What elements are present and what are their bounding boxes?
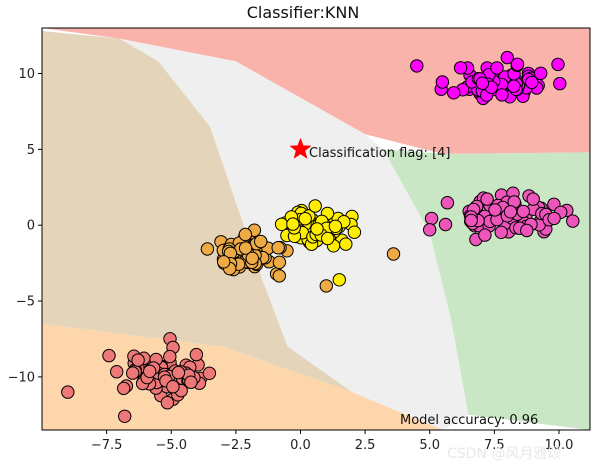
scatter-points — [61, 50, 580, 423]
data-point-series-4 — [163, 349, 177, 364]
data-point-outlier — [423, 223, 437, 237]
data-point-series-0 — [475, 76, 490, 90]
data-point-series-1 — [438, 217, 453, 232]
data-point-series-1 — [526, 192, 540, 206]
data-point-series-2 — [308, 199, 322, 213]
watermark: CSDN @风月雅颂 — [447, 446, 561, 462]
data-point-series-2 — [339, 237, 353, 251]
classification-flag-label: Classification flag: [4] — [309, 146, 450, 161]
data-point-outlier — [386, 247, 401, 261]
x-tick-label: 10.0 — [545, 438, 574, 453]
data-point-series-4 — [166, 380, 180, 394]
data-point-series-3 — [217, 255, 231, 269]
chart-title: Classifier:KNN — [247, 3, 360, 22]
data-point-series-2 — [310, 222, 324, 236]
data-point-series-2 — [298, 212, 312, 226]
region-top-red — [42, 28, 590, 154]
data-point-outlier — [61, 385, 75, 399]
data-point-series-4 — [117, 381, 131, 396]
data-point-series-1 — [478, 228, 492, 242]
plot-frame — [41, 27, 591, 431]
data-point-series-4 — [143, 364, 157, 378]
data-point-series-3 — [200, 242, 215, 256]
y-tick-label: 5 — [27, 143, 35, 158]
data-point-series-4 — [160, 396, 175, 410]
data-point-series-0 — [447, 86, 461, 100]
data-point-series-4 — [171, 365, 186, 380]
data-point-outlier — [118, 409, 132, 423]
data-point-series-2 — [347, 225, 362, 239]
data-point-outlier — [410, 59, 424, 73]
data-point-series-0 — [507, 79, 521, 93]
data-point-series-3 — [271, 241, 285, 255]
x-tick-label: 0.0 — [290, 438, 311, 453]
data-point-series-3 — [272, 269, 286, 283]
classification-marker-group — [289, 137, 312, 159]
region-left-tan — [42, 31, 353, 393]
y-tick-label: 10 — [18, 67, 35, 82]
data-point-series-2 — [328, 219, 343, 234]
data-point-series-1 — [488, 203, 502, 217]
data-point-series-3 — [272, 255, 287, 269]
data-point-series-3 — [254, 234, 268, 249]
classification-star-marker — [289, 137, 312, 159]
data-point-series-0 — [510, 57, 525, 72]
data-point-series-1 — [566, 214, 580, 228]
x-tick-label: 7.5 — [484, 438, 505, 453]
data-point-series-2 — [321, 231, 335, 246]
data-point-series-3 — [238, 241, 253, 255]
data-point-series-1 — [494, 225, 508, 240]
region-bottom-orange — [42, 323, 443, 430]
data-point-series-1 — [516, 204, 530, 219]
y-tick-label: −10 — [8, 370, 35, 385]
data-point-series-4 — [189, 347, 204, 362]
data-point-series-1 — [440, 196, 455, 210]
data-point-series-1 — [464, 213, 478, 228]
data-point-series-3 — [245, 251, 260, 265]
data-point-series-4 — [202, 366, 217, 380]
x-tick-label: 5.0 — [419, 438, 440, 453]
data-point-series-0 — [490, 61, 504, 75]
data-point-series-1 — [480, 192, 494, 206]
y-tick-label: 0 — [27, 219, 35, 234]
data-point-series-0 — [435, 75, 450, 89]
data-point-series-4 — [131, 353, 145, 367]
x-tick-label: −2.5 — [220, 438, 252, 453]
data-point-series-4 — [110, 365, 124, 379]
data-point-series-0 — [525, 75, 539, 90]
data-point-outlier — [319, 279, 333, 293]
x-tick-label: 2.5 — [355, 438, 376, 453]
x-tick-label: −7.5 — [91, 438, 123, 453]
data-point-series-1 — [503, 205, 518, 219]
data-point-series-4 — [184, 375, 198, 389]
data-point-series-1 — [424, 211, 439, 226]
data-point-series-4 — [102, 348, 116, 363]
data-point-series-0 — [553, 76, 567, 91]
y-tick-label: −5 — [16, 295, 35, 310]
x-axis-ticks: −7.5 −5.0 −2.5 0.0 2.5 5.0 7.5 10.0 — [91, 430, 574, 453]
data-point-series-3 — [238, 227, 253, 242]
y-axis-ticks: −10 −5 0 5 10 — [8, 67, 42, 385]
data-point-series-0 — [500, 50, 514, 65]
data-point-series-1 — [520, 223, 534, 238]
data-point-series-0 — [495, 88, 509, 102]
data-point-outlier — [332, 273, 346, 287]
data-point-series-4 — [126, 366, 140, 380]
data-point-series-1 — [547, 211, 561, 226]
model-accuracy-label: Model accuracy: 0.96 — [400, 413, 538, 428]
data-point-series-0 — [453, 61, 468, 75]
data-point-series-2 — [286, 217, 300, 231]
x-tick-label: −5.0 — [155, 438, 187, 453]
data-point-series-0 — [551, 57, 565, 72]
